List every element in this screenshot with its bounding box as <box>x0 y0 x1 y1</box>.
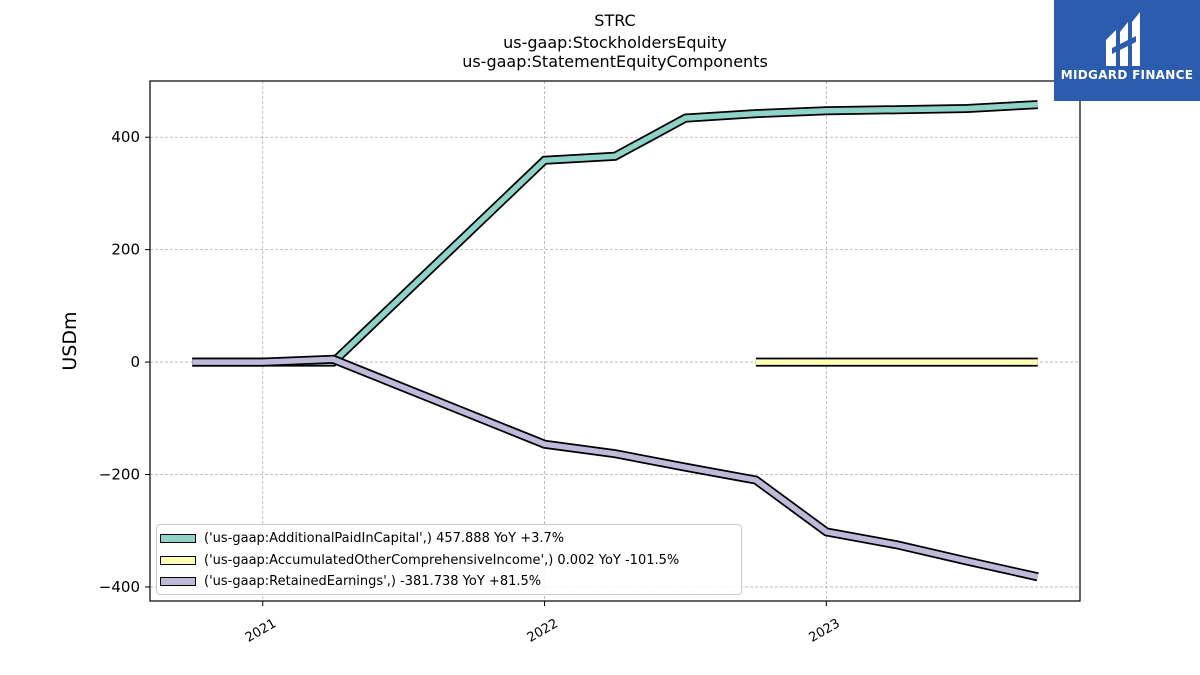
chart-subtitle-concept: us-gaap:StockholdersEquity <box>503 33 727 52</box>
legend-item-apic: ('us-gaap:AdditionalPaidInCapital',) 457… <box>160 528 564 548</box>
legend-item-aoci: ('us-gaap:AccumulatedOtherComprehensiveI… <box>160 550 679 570</box>
series-line-2 <box>192 356 1039 580</box>
chart-subtitle-statement: us-gaap:StatementEquityComponents <box>462 52 768 71</box>
legend-label-aoci: ('us-gaap:AccumulatedOtherComprehensiveI… <box>204 552 680 568</box>
brand-logo: MIDGARD FINANCE <box>1054 0 1200 101</box>
chart-legend: ('us-gaap:AdditionalPaidInCapital',) 457… <box>156 524 742 595</box>
x-tick-label: 2022 <box>525 616 561 646</box>
chart-title: STRC <box>594 11 636 30</box>
logo-mark-icon <box>1106 12 1140 66</box>
legend-label-retained: ('us-gaap:RetainedEarnings',) -381.738 Y… <box>204 573 542 589</box>
y-tick-label: 0 <box>130 353 140 371</box>
legend-label-apic: ('us-gaap:AdditionalPaidInCapital',) 457… <box>204 530 565 546</box>
series-lines <box>192 100 1039 582</box>
x-tick-label: 2023 <box>807 616 843 646</box>
series-line-0 <box>192 101 1038 365</box>
x-tick-label: 2021 <box>243 616 279 646</box>
y-axis-label: USDm <box>59 311 81 370</box>
y-tick-label: 400 <box>111 128 140 146</box>
legend-item-retained: ('us-gaap:RetainedEarnings',) -381.738 Y… <box>160 571 541 591</box>
series-line-outline-0 <box>192 100 1038 367</box>
plot-area-frame <box>149 80 1081 602</box>
legend-swatch-aoci <box>160 555 196 565</box>
y-tick-label: 200 <box>111 241 140 259</box>
logo-text: MIDGARD FINANCE <box>1060 68 1194 82</box>
y-tick-label: −200 <box>99 466 140 484</box>
legend-swatch-retained <box>160 576 196 586</box>
legend-swatch-apic <box>160 533 196 543</box>
y-tick-label: −400 <box>99 578 140 596</box>
